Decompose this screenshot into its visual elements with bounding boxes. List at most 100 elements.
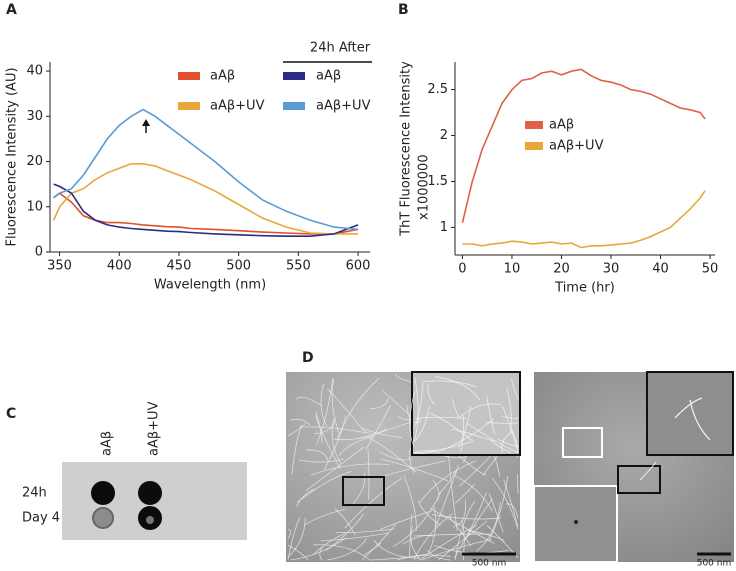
legend-label: aAβ [210, 69, 235, 84]
x-tick-label: 20 [553, 262, 570, 277]
fibril [421, 539, 492, 561]
fibril [315, 415, 341, 470]
fibril [486, 396, 495, 435]
fibril [297, 470, 352, 503]
fibril [491, 477, 519, 530]
x-tick-label: 450 [167, 259, 192, 274]
fibril [430, 507, 495, 544]
fibril [413, 377, 419, 442]
zoom-box [342, 476, 385, 506]
fibril [352, 472, 366, 505]
fibril [300, 426, 371, 434]
fibril [320, 383, 328, 427]
fibril [435, 469, 458, 528]
series-line [52, 163, 359, 235]
fibril [502, 416, 519, 419]
y-tick-label: 40 [26, 64, 43, 79]
y-tick-label: 30 [26, 109, 43, 124]
series-line [462, 190, 706, 249]
y-tick-label: 1.5 [427, 174, 448, 189]
fibril [365, 404, 392, 450]
scale-label: 500 nm [472, 559, 507, 569]
zoom-box [562, 427, 603, 458]
fibril [379, 451, 413, 461]
x-tick-label: 40 [652, 262, 669, 277]
fibril [409, 513, 413, 557]
fibril [439, 464, 459, 494]
fibril [511, 428, 519, 448]
fibril [298, 458, 345, 463]
legend-swatch [283, 72, 305, 80]
inset [646, 371, 734, 456]
fibril [490, 439, 511, 454]
fibril [303, 508, 346, 526]
fibril [380, 458, 448, 482]
fibril [488, 493, 504, 533]
panel-letter: A [6, 2, 17, 18]
fibril [379, 510, 432, 530]
legend-swatch [525, 142, 543, 150]
fibril [516, 474, 519, 494]
fibril [336, 377, 380, 439]
blot-dot [92, 507, 114, 529]
fibril [296, 488, 315, 507]
fibril [338, 435, 374, 457]
particle [574, 520, 578, 524]
fibril [287, 516, 301, 561]
series-line [53, 192, 359, 235]
fibril [313, 544, 370, 561]
fibril [452, 398, 460, 419]
x-tick-label: 50 [702, 262, 719, 277]
y-tick-label: 10 [26, 199, 43, 214]
fibril [454, 500, 476, 561]
row-label: 24h [22, 486, 47, 501]
zoom-box [617, 465, 661, 494]
legend-label: aAβ+UV [549, 139, 604, 154]
fibril [370, 553, 430, 561]
fibril [422, 380, 478, 388]
legend-title: 24h After [310, 41, 371, 56]
fibril [454, 498, 494, 558]
fibril [362, 524, 396, 561]
fibril [447, 452, 458, 531]
x-axis-label: Wavelength (nm) [154, 278, 266, 293]
fibril [316, 378, 334, 446]
fibril [413, 382, 424, 430]
fibril [505, 503, 519, 519]
y-tick-label: 0 [35, 245, 43, 260]
scale-label: 500 nm [697, 559, 732, 569]
fibril [461, 519, 465, 561]
x-tick-label: 400 [107, 259, 132, 274]
fibril [360, 427, 403, 438]
arrow-head [142, 119, 150, 126]
fibril [489, 475, 509, 541]
fibril [312, 533, 346, 556]
fibril [410, 526, 420, 559]
fibril [305, 446, 365, 491]
fibril [432, 479, 440, 501]
legend-swatch [178, 102, 200, 110]
series-line [461, 68, 706, 223]
panel-letter: C [6, 406, 16, 422]
fibril [451, 428, 495, 442]
fibril [426, 549, 451, 561]
fibril [454, 483, 476, 504]
column-label: aAβ+UV [147, 401, 162, 456]
fibril [287, 517, 306, 558]
fibril [402, 535, 434, 545]
y-axis-label: Fluorescence Intensity (AU) [5, 67, 20, 246]
fibril [460, 415, 465, 454]
fibril [305, 449, 329, 462]
y-tick-label: 1 [440, 220, 448, 235]
fibril [503, 479, 519, 527]
fibril [415, 416, 467, 419]
fibril [434, 376, 481, 401]
fibril [459, 403, 501, 418]
x-tick-label: 550 [286, 259, 311, 274]
legend-label: aAβ+UV [210, 99, 265, 114]
fibril [290, 537, 347, 561]
blot-dot-center [146, 516, 154, 524]
y-tick-label: 2.5 [427, 82, 448, 97]
fibril [435, 418, 495, 454]
